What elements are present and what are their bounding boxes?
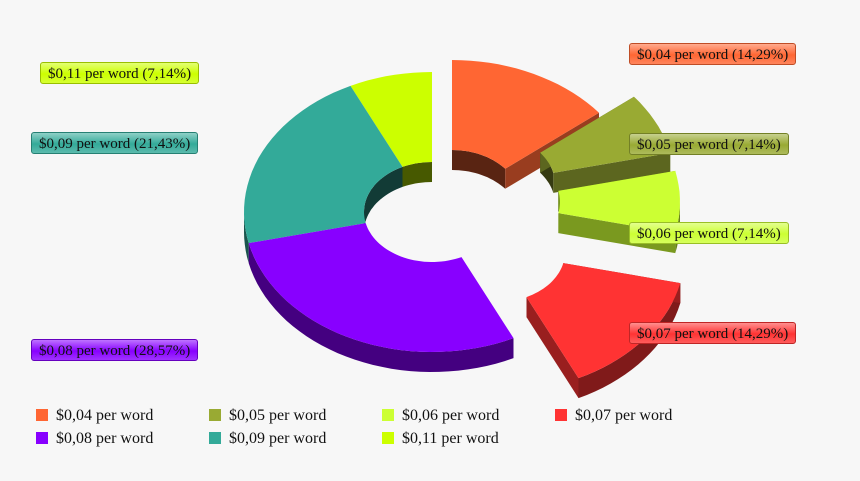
legend-swatch-icon: [209, 409, 221, 421]
data-label-004: $0,04 per word (14,29%): [629, 43, 797, 65]
legend-item-011[interactable]: $0,11 per word: [382, 429, 499, 449]
slice-top: [244, 85, 403, 244]
slice-top: [248, 223, 514, 352]
slice-outer-wall: [578, 283, 681, 399]
data-label-005: $0,05 per word (7,14%): [629, 133, 789, 155]
data-label-006: $0,06 per word (7,14%): [629, 222, 789, 244]
legend-item-007[interactable]: $0,07 per word: [555, 406, 672, 426]
slice-outer-wall: [244, 212, 249, 264]
slice-top: [558, 170, 680, 234]
slice-end-cap: [553, 152, 671, 193]
slice-inner-wall: [364, 166, 403, 232]
data-label-011: $0,11 per word (7,14%): [40, 62, 200, 84]
legend-item-009[interactable]: $0,09 per word: [209, 429, 326, 449]
legend-item-006[interactable]: $0,06 per word: [382, 406, 499, 426]
slice-inner-wall: [452, 150, 506, 189]
data-label-007: $0,07 per word (14,29%): [629, 322, 797, 344]
legend-swatch-icon: [209, 432, 221, 444]
legend-swatch-icon: [36, 409, 48, 421]
data-label-009: $0,09 per word (21,43%): [31, 132, 199, 154]
legend-swatch-icon: [36, 432, 48, 444]
legend-item-004[interactable]: $0,04 per word: [36, 406, 153, 426]
legend-swatch-icon: [555, 409, 567, 421]
slice-top: [350, 72, 432, 167]
legend-swatch-icon: [382, 432, 394, 444]
slice-top: [452, 60, 599, 169]
legend-item-005[interactable]: $0,05 per word: [209, 406, 326, 426]
legend-swatch-icon: [382, 409, 394, 421]
slice-outer-wall: [248, 243, 514, 372]
slice-top: [526, 263, 681, 379]
data-label-008: $0,08 per word (28,57%): [31, 339, 199, 361]
legend-item-008[interactable]: $0,08 per word: [36, 429, 153, 449]
slice-end-cap: [526, 297, 579, 399]
slice-inner-wall: [402, 162, 432, 187]
